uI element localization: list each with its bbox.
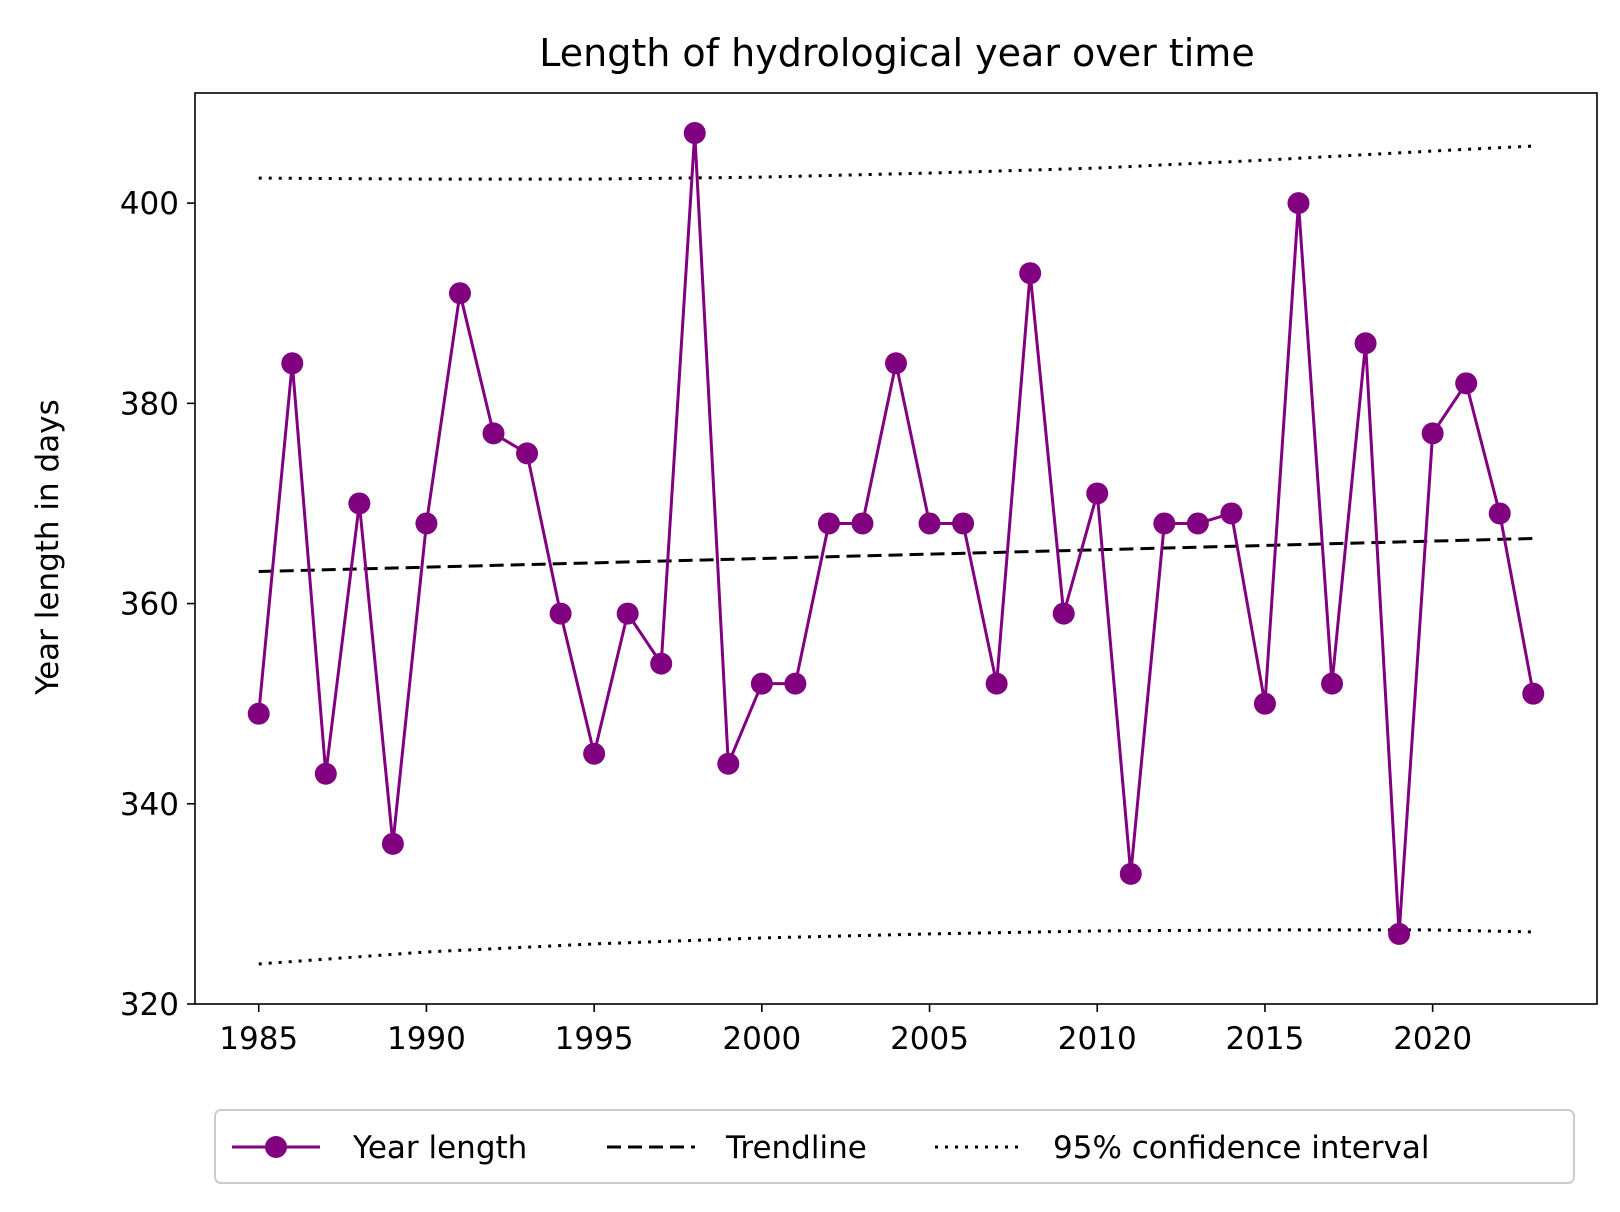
year-length-point-1991 [448,282,471,305]
y-tick-label-400: 400 [120,186,179,222]
year-length-point-2000 [750,672,773,695]
year-length-point-2016 [1287,192,1310,215]
x-tick-label-2020: 2020 [1393,1021,1472,1057]
year-length-point-1986 [281,352,304,375]
year-length-point-2013 [1186,512,1209,535]
year-length-point-2011 [1119,862,1142,885]
x-tick-label-1985: 1985 [219,1021,298,1057]
y-axis: 320 340 360 380 400 [120,186,195,1023]
year-length-point-2021 [1455,372,1478,395]
year-length-point-1997 [650,652,673,675]
legend-label-year-length: Year length [352,1130,527,1166]
plot-frame [194,92,1598,1005]
year-length-point-2002 [817,512,840,535]
year-length-point-2007 [985,672,1008,695]
year-length-point-2001 [784,672,807,695]
confidence-interval-lower-line [258,928,1534,966]
year-length-point-1992 [482,422,505,445]
year-length-point-2014 [1220,502,1243,525]
year-length-point-2015 [1253,692,1276,715]
x-tick-label-1995: 1995 [555,1021,634,1057]
year-length-line [257,131,1535,936]
year-length-point-1993 [516,442,539,465]
year-length-point-1994 [549,602,572,625]
year-length-point-2006 [952,512,975,535]
year-length-point-2008 [1019,262,1042,285]
legend-label-trendline: Trendline [725,1130,867,1166]
x-tick-label-2000: 2000 [722,1021,801,1057]
year-length-point-2012 [1153,512,1176,535]
legend-frame [214,1109,1575,1184]
legend-year-length-marker [265,1136,287,1158]
y-tick-label-340: 340 [120,787,179,823]
year-length-point-2017 [1321,672,1344,695]
y-axis-label: Year length in days [30,399,66,695]
year-length-point-1990 [415,512,438,535]
x-tick-label-2005: 2005 [890,1021,969,1057]
year-length-point-2018 [1354,332,1377,355]
year-length-point-2020 [1421,422,1444,445]
x-axis: 1985 1990 1995 2000 2005 2010 2015 2020 [219,1004,1472,1057]
year-length-point-1995 [583,742,606,765]
y-tick-label-320: 320 [120,987,179,1023]
year-length-point-1996 [616,602,639,625]
year-length-point-1988 [348,492,371,515]
chart-title: Length of hydrological year over time [539,31,1254,75]
year-length-point-1998 [683,122,706,145]
year-length-point-2010 [1086,482,1109,505]
year-length-point-1989 [381,832,404,855]
year-length-point-2023 [1522,682,1545,705]
year-length-point-2004 [885,352,907,375]
year-length-point-2003 [851,512,874,535]
year-length-point-2005 [918,512,941,535]
legend: Year length Trendline 95% confidence int… [214,1109,1575,1184]
year-length-point-2019 [1388,922,1411,945]
series-layer [247,122,1545,966]
legend-label-confidence-interval: 95% confidence interval [1053,1130,1430,1166]
x-tick-label-2010: 2010 [1058,1021,1137,1057]
y-tick-label-360: 360 [120,587,179,623]
year-length-point-2009 [1052,602,1075,625]
x-tick-label-1990: 1990 [387,1021,466,1057]
year-length-point-1987 [314,762,337,785]
plot-area [247,122,1545,966]
year-length-point-2022 [1488,502,1511,525]
x-tick-label-2015: 2015 [1225,1021,1304,1057]
year-length-point-1999 [717,752,740,775]
year-length-point-1985 [247,702,270,725]
y-tick-label-380: 380 [120,386,179,422]
confidence-interval-upper-line [258,144,1534,181]
